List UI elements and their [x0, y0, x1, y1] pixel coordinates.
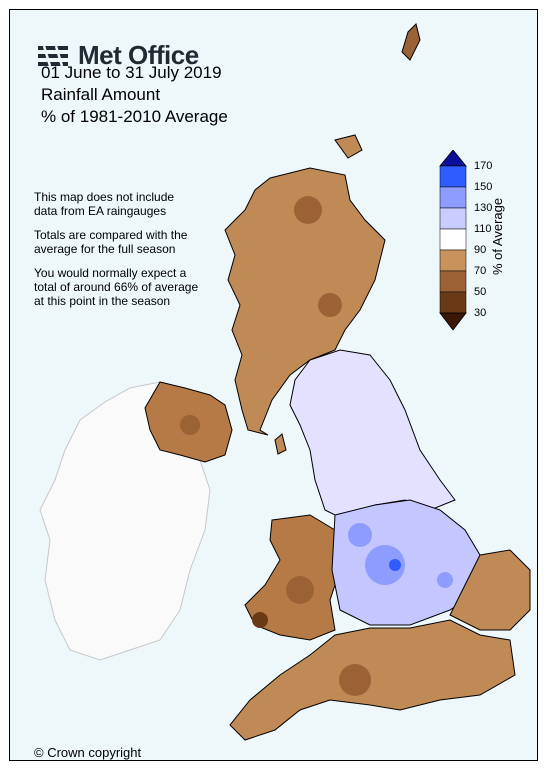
met-office-logo: Met Office	[34, 40, 199, 71]
uk-rainfall-map	[39, 23, 531, 741]
copyright-notice: © Crown copyright	[34, 745, 142, 760]
wet-patch-west	[348, 523, 372, 547]
map-frame: Met Office 01 June to 31 July 2019 Rainf…	[9, 9, 538, 761]
south-england	[229, 619, 516, 741]
dry-patch-wales	[286, 576, 314, 604]
note-comparison: Totals are compared with the average for…	[34, 228, 188, 256]
wet-patch-midlands	[365, 545, 405, 585]
colorbar-bin-30-50	[439, 291, 467, 314]
notes-panel: This map does not include data from EA r…	[34, 190, 199, 318]
very-wet-patch	[389, 559, 401, 571]
tick-110: 110	[474, 223, 492, 235]
brand-name: Met Office	[78, 40, 199, 70]
colorbar-bin-50-70	[439, 270, 467, 293]
northern-england	[289, 349, 456, 521]
legend-title: % of Average	[490, 197, 505, 275]
tick-170: 170	[474, 160, 493, 172]
colorbar-bottom-arrow	[439, 312, 467, 331]
tick-50: 50	[474, 286, 487, 298]
orkney	[334, 134, 363, 159]
scotland	[224, 167, 386, 436]
tick-70: 70	[474, 265, 487, 277]
dry-patch-highlands	[318, 293, 342, 317]
colorbar-top-arrow	[439, 150, 467, 167]
colorbar-bin-90-110	[439, 228, 467, 251]
shetland	[401, 23, 421, 61]
colorbar-bin-70-90	[439, 249, 467, 272]
title-variable: Rainfall Amount	[41, 85, 161, 104]
note-raingauges: This map does not include data from EA r…	[34, 190, 175, 218]
colorbar	[439, 150, 467, 331]
colorbar-legend: 170 150 130 110 90 70 50 30	[434, 150, 537, 350]
isle-of-man	[274, 433, 287, 455]
title-baseline: % of 1981-2010 Average	[41, 107, 228, 126]
dry-patch-northwest	[294, 196, 322, 224]
very-dry-patch	[252, 612, 268, 628]
dry-patch-southwest	[339, 664, 371, 696]
tick-90: 90	[474, 244, 487, 256]
tick-30: 30	[474, 307, 487, 319]
title-date-range: 01 June to 31 July 2019	[41, 63, 222, 82]
colorbar-bin-110-130	[439, 207, 467, 230]
colorbar-bin-150-170	[439, 165, 467, 188]
note-expected: You would normally expect a total of aro…	[34, 266, 199, 308]
wet-patch-east	[437, 572, 453, 588]
met-office-logo-mark-icon	[38, 45, 68, 66]
tick-130: 130	[474, 202, 493, 214]
east-anglia	[449, 549, 531, 631]
tick-150: 150	[474, 181, 493, 193]
dry-patch-ni	[180, 415, 200, 435]
colorbar-bin-130-150	[439, 186, 467, 209]
